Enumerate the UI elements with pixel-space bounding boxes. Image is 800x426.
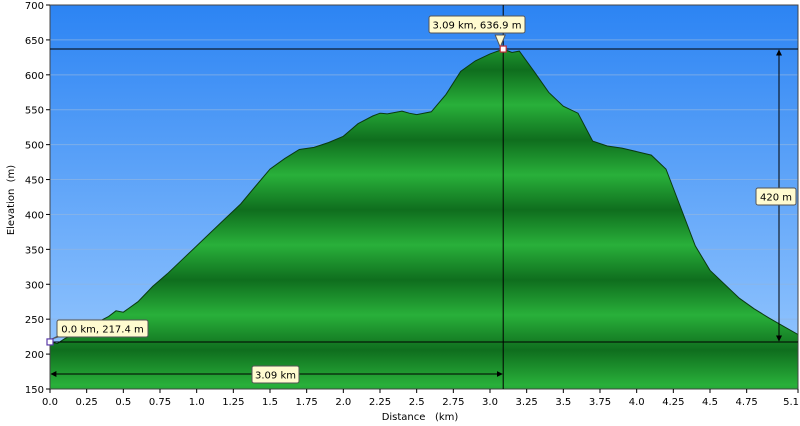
elevation-callout-text: 420 m [760, 193, 792, 204]
x-tick-label: 3.0 [482, 397, 498, 408]
y-tick-label: 150 [25, 385, 44, 396]
start-callout: 0.0 km, 217.4 m [56, 319, 149, 338]
x-axis-title: Distance (km) [382, 412, 459, 423]
y-tick-label: 600 [25, 71, 44, 82]
y-tick-label: 500 [25, 141, 44, 152]
peak-callout-box [428, 15, 526, 34]
y-tick-label: 250 [25, 315, 44, 326]
distance-callout: 3.09 km [251, 365, 300, 384]
terrain-outline [49, 48, 799, 390]
y-axis-title: Elevation (m) [6, 165, 17, 235]
x-tick-label: 2.0 [335, 397, 351, 408]
overlays: 0.0 km, 217.4 m 3.09 km, 636.9 m 3.09 km 42… [46, 5, 798, 389]
x-tick-label: 4.0 [629, 397, 645, 408]
y-tick-label: 650 [25, 36, 44, 47]
y-axis-ticks: 150 200 250 300 350 400 450 500 550 600 650 700 [25, 1, 50, 396]
distance-callout-box [251, 365, 300, 384]
peak-callout-text: 3.09 km, 636.9 m [433, 21, 522, 32]
x-tick-label: 0.75 [149, 397, 171, 408]
x-tick-label: 1.25 [222, 397, 244, 408]
x-tick-label: 4.25 [662, 397, 684, 408]
y-tick-label: 700 [25, 1, 44, 12]
x-tick-label: 2.25 [369, 397, 391, 408]
y-tick-label: 350 [25, 245, 44, 256]
y-tick-label: 450 [25, 176, 44, 187]
start-marker [46, 338, 54, 346]
y-tick-label: 400 [25, 210, 44, 221]
plot-frame [49, 4, 799, 390]
start-callout-text: 0.0 km, 217.4 m [61, 325, 144, 336]
start-callout-box [56, 319, 149, 338]
x-tick-label: 2.75 [442, 397, 464, 408]
x-tick-label: 0.0 [42, 397, 58, 408]
y-tick-label: 200 [25, 350, 44, 361]
distance-callout-text: 3.09 km [255, 371, 296, 382]
x-axis-ticks: 0.0 0.25 0.5 0.75 1.0 1.25 1.5 1.75 2.0 2.25 2.5 2.… [42, 389, 799, 408]
elevation-callout-box [755, 187, 797, 206]
x-tick-label: 5.1 [783, 397, 799, 408]
peak-marker [499, 45, 507, 53]
x-tick-label: 3.25 [516, 397, 538, 408]
elevation-callout: 420 m [755, 187, 797, 206]
x-tick-label: 1.75 [296, 397, 318, 408]
x-tick-label: 1.0 [189, 397, 205, 408]
x-tick-label: 3.75 [589, 397, 611, 408]
y-tick-label: 300 [25, 280, 44, 291]
x-tick-label: 3.5 [555, 397, 571, 408]
x-tick-label: 1.5 [262, 397, 278, 408]
x-tick-label: 4.75 [736, 397, 758, 408]
x-tick-label: 2.5 [409, 397, 425, 408]
y-tick-label: 550 [25, 106, 44, 117]
x-tick-label: 0.25 [76, 397, 98, 408]
x-tick-label: 4.5 [702, 397, 718, 408]
peak-callout-pointer [494, 34, 506, 49]
peak-callout: 3.09 km, 636.9 m [428, 15, 526, 34]
x-tick-label: 0.5 [115, 397, 131, 408]
